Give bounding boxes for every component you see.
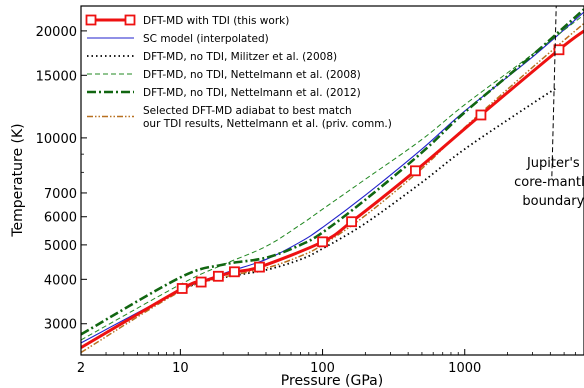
series-line-5 — [81, 8, 584, 336]
data-point-marker — [317, 236, 328, 248]
y-tick-label: 10000 — [36, 132, 77, 147]
series-layer — [81, 8, 584, 354]
legend-label-5: DFT-MD, no TDI, Nettelmann et al. (2012) — [143, 87, 361, 99]
y-tick-label: 15000 — [36, 69, 77, 84]
y-tick-label: 4000 — [44, 273, 77, 288]
legend-label-2: SC model (interpolated) — [143, 33, 269, 45]
y-tick-label: 7000 — [44, 187, 77, 202]
data-point-marker — [346, 216, 357, 228]
y-axis-title: Temperature (K) — [10, 123, 26, 237]
y-tick-label: 20000 — [36, 25, 77, 40]
annotation-text: core-mantle — [514, 175, 584, 190]
legend-marker — [124, 14, 136, 26]
data-point-marker — [553, 44, 565, 56]
annotation-layer: Jupiter's core-mantle boundary — [514, 5, 584, 209]
data-point-marker — [254, 261, 265, 273]
annotation-text: boundary — [522, 194, 584, 209]
data-point-marker — [195, 276, 207, 288]
legend-label-4: DFT-MD, no TDI, Nettelmann et al. (2008) — [143, 69, 361, 81]
axis-layer: 2 10 100 1000 3000 4000 5000 6000 7000 10000 15000… — [36, 25, 576, 376]
x-tick-label: 10 — [172, 361, 189, 376]
annotation-text: Jupiter's — [526, 156, 580, 171]
x-axis-title: Pressure (GPa) — [281, 373, 383, 388]
series-line-3 — [81, 87, 557, 348]
x-tick-label: 2 — [77, 361, 85, 376]
data-point-marker — [475, 109, 487, 121]
y-tick-label: 6000 — [44, 211, 77, 226]
legend-marker — [85, 14, 97, 26]
legend-label-3: DFT-MD, no TDI, Militzer et al. (2008) — [143, 51, 337, 63]
y-tick-label: 3000 — [44, 318, 77, 333]
series-line-4 — [81, 14, 584, 341]
x-tick-label: 100 — [310, 361, 335, 376]
data-point-marker — [410, 165, 421, 177]
x-tick-label: 1000 — [448, 361, 481, 376]
data-point-marker — [212, 270, 224, 282]
legend: DFT-MD with TDI (this work) SC model (int… — [85, 14, 392, 130]
legend-label-1: DFT-MD with TDI (this work) — [143, 15, 289, 27]
annotation-line — [551, 5, 557, 177]
data-point-marker — [229, 266, 240, 278]
plot-frame — [80, 5, 584, 356]
legend-label-6: our TDI results, Nettelmann et al. (priv… — [143, 118, 392, 130]
legend-label-6: Selected DFT-MD adiabat to best match — [143, 105, 352, 117]
y-tick-label: 5000 — [44, 239, 77, 254]
data-point-marker — [176, 283, 188, 294]
